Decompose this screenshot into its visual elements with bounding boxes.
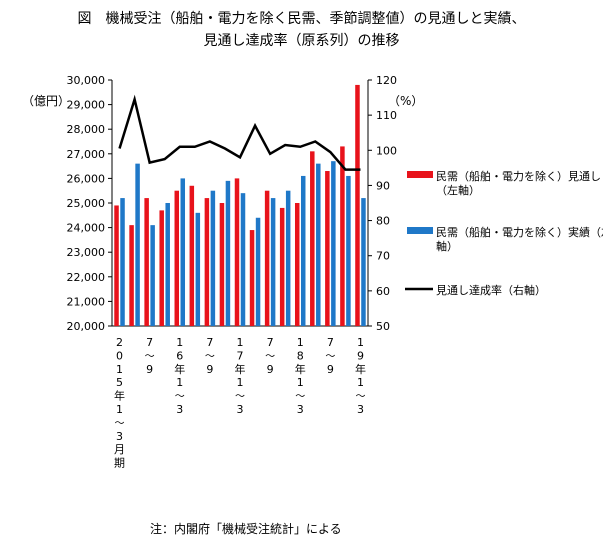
forecast-bar [114,205,119,326]
left-tick-label: 26,000 [67,172,106,185]
actual-bar [225,180,231,326]
chart-title-line2: 見通し達成率（原系列）の推移 [203,33,400,49]
legend-label: 見通し達成率（右軸） [436,283,546,297]
left-tick-label: 23,000 [67,246,106,259]
x-tick-label: 7 〜 9 [265,336,275,376]
actual-bar [331,161,336,326]
forecast-bar [264,190,270,326]
actual-bar [346,175,351,326]
left-tick-label: 21,000 [67,295,106,308]
forecast-bar [234,178,240,326]
actual-bar [361,198,366,326]
legend-label: 民需（船舶・電力を除く）実績（左軸） [436,225,603,253]
actual-bar [300,175,306,326]
left-tick-label: 24,000 [67,222,106,235]
left-tick-label: 25,000 [67,197,106,210]
actual-bar [150,225,155,326]
left-tick-label: 28,000 [67,123,106,136]
forecast-bar [249,230,255,326]
forecast-bar [204,198,210,326]
left-tick-label: 30,000 [67,74,106,87]
forecast-bar [279,207,285,326]
x-tick-label: 1 6 年 1 〜 3 [174,336,185,416]
forecast-bar [174,190,180,326]
actual-bar [255,217,261,326]
x-tick-label: 7 〜 9 [325,336,335,376]
chart-title-line1: 図 機械受注（船舶・電力を除く民需、季節調整値）の見通しと実績、 [77,11,526,27]
right-tick-label: 100 [376,144,397,157]
actual-bar [285,190,291,326]
forecast-bar [325,171,330,326]
forecast-bar [189,185,195,326]
actual-bar [240,193,246,326]
actual-bar [316,163,321,326]
x-tick-label: 1 8 年 1 〜 3 [295,336,306,416]
actual-bar [195,212,201,326]
forecast-bar [310,151,315,326]
forecast-bar [219,203,225,326]
actual-bar [165,203,170,326]
legend-swatch-forecast [407,171,433,178]
right-tick-label: 80 [376,215,390,228]
forecast-bar [355,84,360,326]
forecast-bar [340,146,345,326]
left-tick-label: 29,000 [67,99,106,112]
forecast-bar [129,225,134,326]
left-tick-label: 20,000 [67,320,106,333]
legend-label: 民需（船舶・電力を除く）見通し（左軸） [436,169,601,197]
x-tick-label: 1 9 年 1 〜 3 [355,336,366,416]
right-tick-label: 110 [376,109,397,122]
actual-bar [120,198,125,326]
forecast-bar [144,198,149,326]
actual-bar [210,190,216,326]
x-tick-label: 1 7 年 1 〜 3 [235,336,246,416]
actual-bar [270,198,276,326]
actual-bar [180,178,186,326]
right-tick-label: 70 [376,250,390,263]
forecast-bar [159,210,164,326]
achievement-rate-line [118,94,361,171]
left-axis-unit: （億円） [22,94,71,108]
forecast-bar [294,203,300,326]
left-tick-label: 22,000 [67,271,106,284]
right-tick-label: 50 [376,320,390,333]
legend-swatch-actual [407,227,433,234]
source-note: 注：内閣府「機械受注統計」による [150,522,342,536]
left-tick-label: 27,000 [67,148,106,161]
x-tick-label: 7 〜 9 [205,336,215,376]
x-tick-label: 2 0 1 5 年 1 〜 3 月期 [114,336,125,470]
right-tick-label: 60 [376,285,390,298]
right-tick-label: 120 [376,74,397,87]
right-tick-label: 90 [376,179,390,192]
actual-bar [135,163,140,326]
x-tick-label: 7 〜 9 [145,336,155,376]
right-axis-unit: （%） [388,94,424,108]
